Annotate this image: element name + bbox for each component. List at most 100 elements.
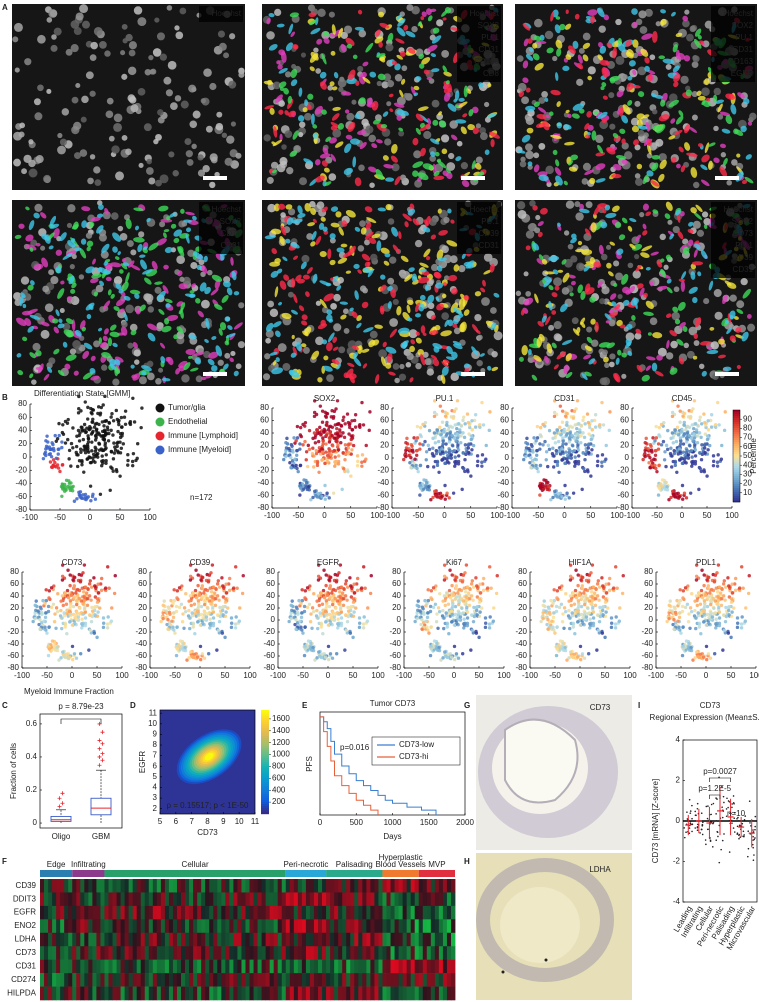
cell-point (323, 462, 326, 465)
cell-point (104, 462, 107, 465)
cell-point (31, 620, 34, 623)
cell-point (105, 453, 108, 456)
marker-label: Hoechst (212, 9, 242, 18)
cell-point (346, 412, 349, 415)
x-tick-label: 100 (243, 671, 257, 680)
nucleus (377, 81, 382, 86)
scale-bar (461, 176, 485, 180)
cell-point (409, 466, 412, 469)
cell-point (578, 428, 581, 431)
cell-point (109, 429, 112, 432)
cell-point (529, 466, 532, 469)
plot-title: CD73 (62, 558, 83, 567)
nucleus (37, 35, 46, 44)
cell-point (541, 423, 544, 426)
cell-point (202, 591, 205, 594)
cell-point (697, 488, 700, 491)
cell-point (226, 606, 229, 609)
nucleus (664, 265, 669, 270)
cell-point (35, 599, 38, 602)
cell-point (674, 464, 677, 467)
cell-point (298, 447, 301, 450)
marker-label: PU.1 (481, 217, 499, 226)
y-tick-label: 80 (138, 567, 147, 576)
nucleus (12, 36, 18, 42)
cell-point (305, 481, 308, 484)
nucleus (167, 5, 173, 11)
cell-point (437, 471, 440, 474)
nucleus (93, 166, 100, 173)
cell-point (441, 458, 444, 461)
marker-label: SOX2 (732, 217, 754, 226)
nucleus (107, 98, 114, 105)
cell-point (655, 436, 658, 439)
cell-point (692, 427, 695, 430)
cell-point (601, 453, 604, 456)
cell-point (649, 445, 652, 448)
stained-cell (320, 251, 327, 257)
nucleus (602, 349, 608, 355)
cell-point (292, 436, 295, 439)
nucleus (623, 74, 628, 79)
cell-point (565, 433, 568, 436)
cell-point (423, 440, 426, 443)
stained-cell (692, 261, 703, 265)
cell-point (235, 587, 238, 590)
nucleus (175, 95, 181, 101)
cell-point (463, 458, 466, 461)
cell-point (675, 471, 678, 474)
cell-point (472, 444, 475, 447)
cell-point (228, 577, 231, 580)
cell-point (282, 458, 285, 461)
cell-point (75, 603, 78, 606)
cell-point (119, 436, 122, 439)
cell-point (654, 454, 657, 457)
cell-point (358, 423, 361, 426)
cell-point (102, 424, 105, 427)
cell-point (688, 450, 691, 453)
cell-point (602, 423, 605, 426)
cell-point (435, 449, 438, 452)
nucleus (604, 363, 609, 368)
cell-point (187, 609, 190, 612)
cell-point (55, 457, 58, 460)
cell-point (349, 474, 352, 477)
cell-point (471, 428, 474, 431)
cell-point (94, 447, 97, 450)
cell-point (682, 412, 685, 415)
cell-point (408, 461, 411, 464)
cell-point (200, 596, 203, 599)
cell-point (436, 464, 439, 467)
cell-point (360, 464, 363, 467)
scale-bar (203, 176, 227, 180)
cell-point (206, 597, 209, 600)
cell-point (64, 591, 67, 594)
point-cloud (31, 563, 117, 661)
cell-point (427, 444, 430, 447)
nucleus (441, 312, 449, 320)
cell-point (172, 588, 175, 591)
nucleus (484, 102, 489, 107)
nucleus (99, 41, 107, 49)
cell-point (657, 447, 660, 450)
cell-point (68, 620, 71, 623)
cell-point (407, 447, 410, 450)
cell-point (580, 488, 583, 491)
nucleus (541, 91, 548, 98)
nucleus (115, 171, 124, 180)
scale-bar (203, 372, 227, 376)
cell-point (412, 436, 415, 439)
nucleus (369, 182, 375, 188)
nucleus (209, 83, 216, 90)
nucleus (525, 143, 533, 151)
legend-swatch (156, 418, 165, 427)
cell-point (340, 424, 343, 427)
cell-point (72, 613, 75, 616)
nucleus (714, 289, 722, 297)
cell-point (312, 465, 315, 468)
cell-point (553, 431, 556, 434)
nucleus (615, 19, 621, 25)
nucleus (741, 278, 748, 285)
cell-point (50, 455, 53, 458)
cell-point (44, 588, 47, 591)
